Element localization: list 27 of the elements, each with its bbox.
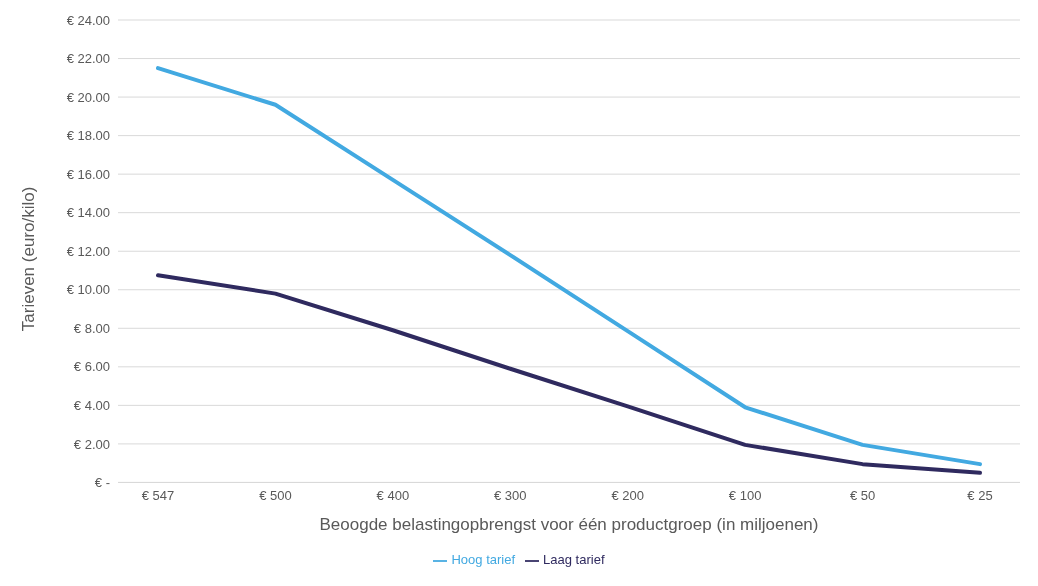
y-tick-label: € 16.00	[66, 166, 110, 182]
y-tick-label: € 10.00	[66, 282, 110, 298]
y-tick-label: € 12.00	[66, 243, 110, 259]
y-tick-label: € 8.00	[73, 320, 110, 336]
x-tick-label: € 300	[494, 487, 527, 503]
legend-label: Hoog tarief	[451, 552, 516, 568]
x-tick-label: € 100	[728, 487, 762, 503]
y-tick-label: € 4.00	[73, 397, 110, 413]
y-tick-label: € 24.00	[66, 12, 110, 28]
y-tick-label: € 2.00	[73, 436, 110, 452]
y-tick-label: € 18.00	[66, 128, 110, 144]
x-axis-title: Beoogde belastingopbrengst voor één productgroep (in miljoenen)	[319, 515, 819, 535]
line-series	[156, 66, 982, 467]
x-tick-label: € 200	[611, 487, 644, 503]
x-tick-label: € 50	[849, 487, 876, 503]
y-tick-label: € -	[94, 475, 110, 491]
legend-label: Laag tarief	[543, 552, 605, 568]
x-tick-label: € 500	[259, 487, 292, 503]
line-series	[156, 273, 982, 475]
y-axis-title: Tarieven (euro/kilo)	[19, 186, 39, 332]
y-tick-label: € 22.00	[66, 51, 110, 67]
x-tick-label: € 25	[967, 487, 993, 503]
y-tick-label: € 20.00	[66, 89, 110, 105]
x-tick-label: € 547	[141, 487, 175, 503]
y-tick-label: € 14.00	[66, 205, 110, 221]
y-tick-label: € 6.00	[73, 359, 110, 375]
x-tick-label: € 400	[376, 487, 410, 503]
